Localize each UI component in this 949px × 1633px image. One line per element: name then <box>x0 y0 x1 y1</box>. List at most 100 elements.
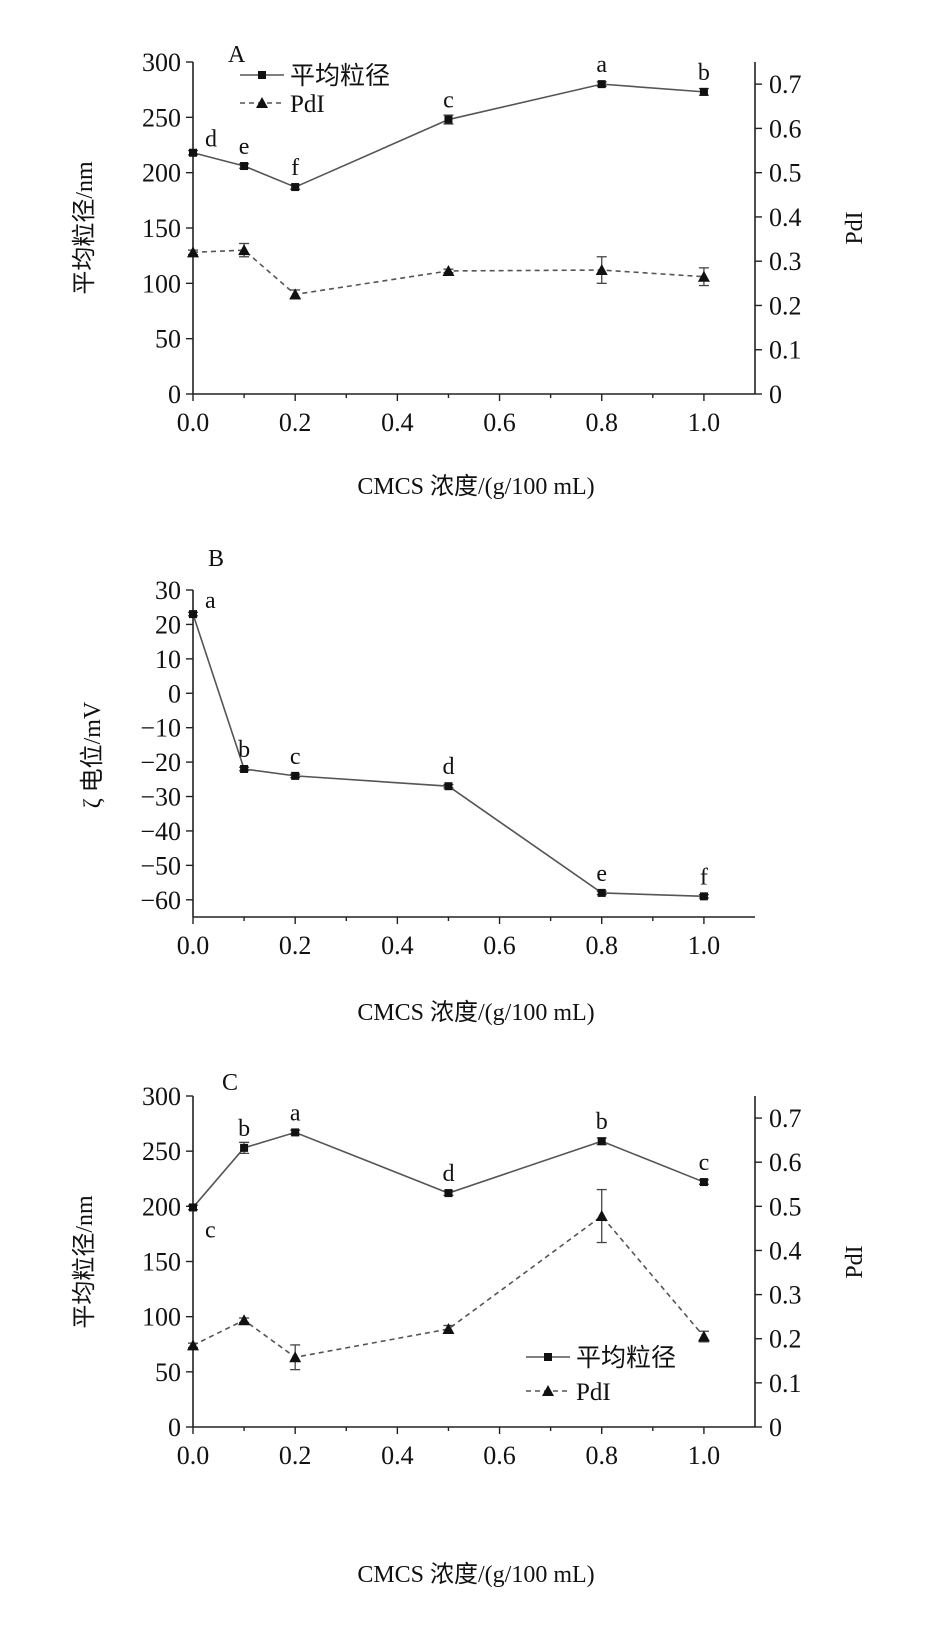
significance-label: f <box>291 155 299 181</box>
x-tick-label: 0.2 <box>279 931 312 960</box>
data-point <box>444 782 453 791</box>
significance-label: e <box>239 134 250 160</box>
x-tick-label: 0.8 <box>585 1441 618 1470</box>
y-tick-label: 300 <box>142 48 181 77</box>
panel-c: C CMCS 浓度/(g/100 mL) 平均粒径/nm PdI 平均粒径 Pd… <box>71 1070 868 1588</box>
x-tick-label: 0.8 <box>585 931 618 960</box>
data-point <box>444 115 453 124</box>
significance-label: b <box>596 1109 608 1135</box>
y2-tick-label: 0.3 <box>769 247 802 276</box>
data-point <box>291 183 300 192</box>
y-tick-label: 200 <box>142 1192 181 1221</box>
series-line-1 <box>192 249 704 296</box>
data-point <box>699 87 708 96</box>
y-tick-label: 100 <box>142 269 181 298</box>
panel-label: B <box>208 546 224 572</box>
y-tick-label: −40 <box>140 817 181 846</box>
y-tick-label: 20 <box>155 610 181 639</box>
data-point <box>597 1137 606 1146</box>
y2-tick-label: 0.7 <box>769 1104 802 1133</box>
y-axis-title: ζ 电位/mV <box>79 701 106 808</box>
data-point <box>289 288 302 300</box>
y-tick-label: 150 <box>142 214 181 243</box>
x-tick-label: 0.2 <box>279 1441 312 1470</box>
x-tick-label: 0.8 <box>585 408 618 437</box>
y-tick-label: −20 <box>140 748 181 777</box>
significance-label: c <box>699 1150 710 1176</box>
legend-marker-1 <box>542 1385 554 1396</box>
y2-tick-label: 0.4 <box>769 1236 802 1265</box>
data-point <box>240 1143 249 1152</box>
y2-tick-label: 0.6 <box>769 114 802 143</box>
y2-tick-label: 0.4 <box>769 203 802 232</box>
y-tick-label: 250 <box>142 1137 181 1166</box>
data-point <box>238 1314 251 1326</box>
data-point <box>444 1189 453 1198</box>
data-point <box>697 270 710 282</box>
y-axis-title: 平均粒径/nm <box>71 161 98 295</box>
y2-tick-label: 0.5 <box>769 1192 802 1221</box>
y-tick-label: 250 <box>142 103 181 132</box>
legend-marker-1 <box>256 97 268 108</box>
x-tick-label: 0.6 <box>483 408 516 437</box>
x-tick-label: 0.6 <box>483 931 516 960</box>
x-tick-label: 0.0 <box>177 931 210 960</box>
y2-tick-label: 0.1 <box>769 1369 802 1398</box>
y2-tick-label: 0 <box>769 380 782 409</box>
significance-label: d <box>205 127 217 153</box>
data-point <box>291 1128 300 1137</box>
legend-marker-0 <box>544 1353 552 1361</box>
x-tick-label: 1.0 <box>688 408 721 437</box>
significance-label: a <box>596 52 607 78</box>
legend-label-size: 平均粒径 <box>576 1344 676 1372</box>
y-tick-label: 200 <box>142 159 181 188</box>
y2-tick-label: 0.2 <box>769 1325 802 1354</box>
significance-label: a <box>205 588 216 614</box>
x-axis-title: CMCS 浓度/(g/100 mL) <box>357 999 594 1026</box>
y-tick-label: 50 <box>155 1358 181 1387</box>
data-point <box>289 1351 302 1363</box>
data-point <box>595 264 608 276</box>
panel-label: C <box>222 1070 238 1096</box>
y-tick-label: 0 <box>168 380 181 409</box>
y-tick-label: 10 <box>155 645 181 674</box>
y-tick-label: 0 <box>168 679 181 708</box>
series-line-0 <box>192 83 704 188</box>
x-tick-label: 1.0 <box>688 1441 721 1470</box>
significance-label: c <box>290 744 301 770</box>
data-point <box>291 771 300 780</box>
y-tick-label: 50 <box>155 325 181 354</box>
data-point <box>699 1178 708 1187</box>
data-point <box>189 1203 197 1212</box>
y-tick-label: 100 <box>142 1303 181 1332</box>
x-tick-label: 0.4 <box>381 408 414 437</box>
significance-label: b <box>238 1116 250 1142</box>
x-axis-title: CMCS 浓度/(g/100 mL) <box>357 473 594 500</box>
data-point <box>595 1210 608 1222</box>
panel-label: A <box>228 42 246 68</box>
x-tick-label: 0.0 <box>177 408 210 437</box>
data-point <box>189 610 197 619</box>
significance-label: a <box>290 1100 301 1126</box>
data-point <box>699 892 708 901</box>
data-point <box>597 80 606 89</box>
y2-tick-label: 0.2 <box>769 291 802 320</box>
data-point <box>240 764 249 773</box>
x-tick-label: 0.4 <box>381 931 414 960</box>
legend-marker-0 <box>258 71 266 79</box>
data-point <box>187 246 199 258</box>
y2-axis-title: PdI <box>842 211 868 244</box>
y-axis-title: 平均粒径/nm <box>71 1195 98 1329</box>
x-tick-label: 0.2 <box>279 408 312 437</box>
data-point <box>597 888 606 897</box>
y2-tick-label: 0.7 <box>769 70 802 99</box>
y-tick-label: −60 <box>140 886 181 915</box>
y2-axis-title: PdI <box>842 1245 868 1278</box>
y-tick-label: 0 <box>168 1413 181 1442</box>
y2-tick-label: 0 <box>769 1413 782 1442</box>
x-axis-title: CMCS 浓度/(g/100 mL) <box>357 1561 594 1588</box>
series-line-0 <box>192 1131 705 1208</box>
significance-label: d <box>442 1161 454 1187</box>
x-tick-label: 0.0 <box>177 1441 210 1470</box>
